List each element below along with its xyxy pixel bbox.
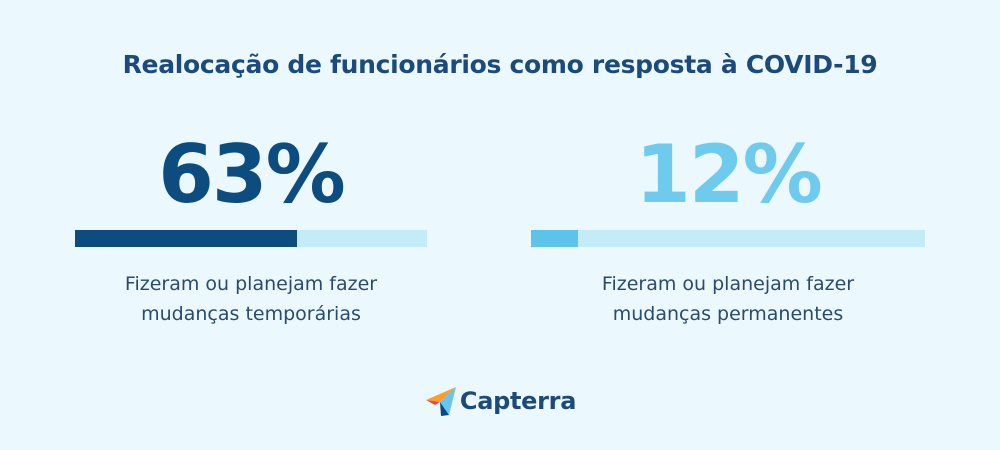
stat-permanent-percent: 12% (635, 128, 822, 221)
stat-temporary-bar-fill (75, 230, 297, 247)
brand-name: Capterra (459, 387, 577, 415)
stat-permanent-bar-track (531, 230, 925, 247)
stat-temporary-percent: 63% (158, 128, 345, 221)
capterra-logo-icon (425, 387, 456, 416)
stat-permanent-caption: Fizeram ou planejam fazer mudanças perma… (531, 269, 925, 329)
stat-temporary-caption: Fizeram ou planejam fazer mudanças tempo… (75, 269, 427, 329)
brand: Capterra (0, 384, 1000, 418)
stat-temporary: 63% Fizeram ou planejam fazer mudanças t… (75, 130, 427, 329)
stat-permanent-caption-line1: Fizeram ou planejam fazer (601, 273, 855, 295)
stat-permanent-bar-fill (531, 230, 579, 247)
stat-permanent: 12% Fizeram ou planejam fazer mudanças p… (531, 130, 925, 329)
chart-title: Realocação de funcionários como resposta… (122, 50, 878, 79)
stat-temporary-caption-line1: Fizeram ou planejam fazer (124, 273, 378, 295)
stat-temporary-bar-track (75, 230, 427, 247)
stat-permanent-caption-line2: mudanças permanentes (612, 303, 844, 325)
stat-temporary-caption-line2: mudanças temporárias (141, 303, 361, 325)
